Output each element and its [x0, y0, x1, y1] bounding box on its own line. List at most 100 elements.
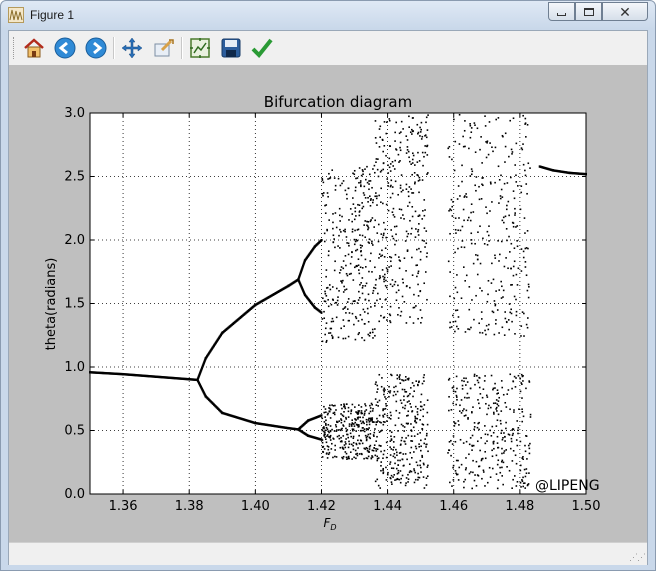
data-point: [164, 376, 167, 379]
home-button[interactable]: [21, 35, 47, 61]
data-point: [105, 372, 108, 375]
y-tick-label: 2.0: [64, 233, 85, 248]
data-point: [493, 300, 496, 302]
maximize-button[interactable]: [575, 2, 602, 21]
data-point: [521, 479, 523, 481]
data-point: [348, 244, 350, 247]
data-point: [387, 182, 390, 184]
data-point: [414, 210, 417, 213]
data-point: [366, 447, 369, 450]
data-point: [472, 406, 474, 408]
data-point: [369, 420, 371, 422]
data-point: [472, 262, 475, 265]
data-point: [360, 254, 363, 257]
data-point: [491, 467, 494, 470]
data-point: [369, 410, 372, 413]
data-point: [347, 298, 350, 300]
data-point: [496, 403, 499, 405]
data-point: [369, 332, 371, 334]
data-point: [224, 412, 227, 416]
data-point: [418, 176, 421, 179]
data-point: [165, 376, 168, 379]
data-point: [370, 219, 372, 221]
data-point: [358, 167, 361, 169]
data-point: [461, 379, 463, 382]
data-point: [352, 423, 355, 425]
data-point: [376, 455, 379, 458]
data-point: [343, 406, 346, 408]
data-point: [325, 438, 327, 441]
data-point: [400, 402, 403, 404]
data-point: [420, 449, 422, 452]
data-point: [375, 381, 377, 383]
data-point: [520, 147, 523, 149]
data-point: [340, 280, 342, 282]
data-point: [326, 428, 329, 431]
data-point: [452, 479, 455, 481]
data-point: [383, 449, 386, 452]
back-button[interactable]: [52, 35, 78, 61]
data-point: [355, 423, 358, 426]
save-button[interactable]: [218, 35, 244, 61]
edit-button[interactable]: [249, 35, 275, 61]
data-point: [479, 449, 481, 452]
data-point: [385, 479, 388, 481]
data-point: [325, 426, 328, 429]
data-point: [459, 229, 462, 232]
data-point: [527, 283, 530, 286]
toolbar-grip[interactable]: [13, 37, 16, 59]
data-point: [390, 439, 393, 441]
figure-canvas[interactable]: 1.36 1.38 1.40 1.42 1.44 1.46 1.48 1.50 0.0 0.5 1.…: [9, 65, 647, 542]
data-point: [511, 487, 513, 490]
data-point: [459, 438, 462, 441]
subplots-button[interactable]: [187, 35, 213, 61]
title-bar[interactable]: Figure 1 ✕: [1, 1, 655, 29]
data-point: [369, 444, 372, 447]
data-point: [504, 436, 506, 438]
data-point: [524, 487, 527, 489]
data-point: [493, 413, 495, 415]
data-point: [397, 417, 400, 419]
data-point: [522, 143, 524, 145]
data-point: [361, 287, 364, 289]
data-point: [454, 140, 457, 143]
close-button[interactable]: ✕: [602, 2, 648, 21]
data-point: [397, 313, 399, 316]
data-point: [400, 443, 402, 446]
data-point: [242, 418, 245, 421]
data-point: [342, 457, 344, 460]
home-icon: [24, 38, 44, 58]
zoom-button[interactable]: [150, 35, 176, 61]
data-point: [368, 183, 370, 185]
data-point: [370, 418, 372, 421]
data-point: [324, 429, 327, 432]
data-point: [263, 298, 266, 301]
data-point: [396, 377, 399, 380]
data-point: [410, 406, 412, 408]
resize-grip-icon[interactable]: ⋰⋰: [629, 552, 646, 562]
data-point: [371, 456, 374, 458]
data-point: [500, 429, 503, 432]
data-point: [347, 253, 350, 256]
data-point: [332, 404, 335, 407]
data-point: [345, 438, 347, 440]
data-point: [367, 419, 370, 421]
minimize-button[interactable]: [548, 2, 575, 21]
data-point: [473, 375, 476, 377]
data-point: [98, 371, 101, 375]
data-point: [261, 299, 264, 303]
data-point: [495, 425, 498, 427]
data-point: [351, 419, 354, 421]
data-point: [270, 294, 273, 297]
data-point: [481, 396, 484, 399]
data-point: [398, 412, 401, 414]
pan-button[interactable]: [119, 35, 145, 61]
data-point: [380, 314, 382, 317]
data-point: [501, 134, 504, 137]
forward-button[interactable]: [83, 35, 109, 61]
data-point: [345, 403, 348, 405]
data-point: [389, 283, 392, 286]
data-point: [367, 455, 370, 458]
data-point: [422, 415, 424, 418]
